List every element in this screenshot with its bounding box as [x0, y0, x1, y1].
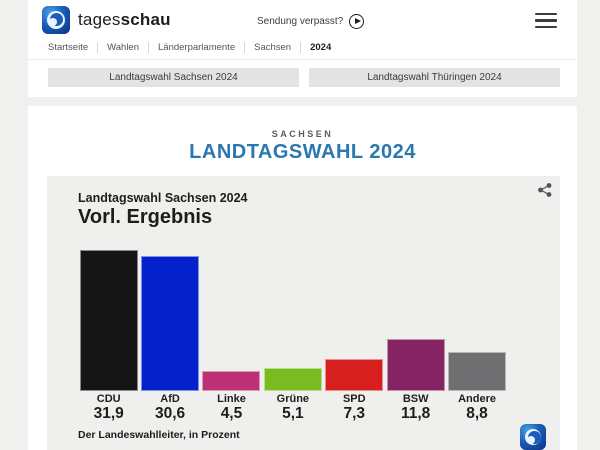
value-label: 11,8	[400, 405, 431, 422]
value-label: 4,5	[220, 405, 243, 422]
main-content: SACHSEN LANDTAGSWAHL 2024 Landtagswahl S…	[28, 106, 577, 450]
bar-chart-category-labels: CDU AfD Linke Grüne SPD BSW Andere	[78, 393, 508, 405]
value-label: 8,8	[466, 405, 488, 422]
bar-column-bsw	[385, 338, 446, 391]
breadcrumb-laenderparlamente[interactable]: Länderparlamente	[149, 42, 246, 53]
category-label: Grüne	[276, 393, 310, 405]
tagesschau-logo-icon[interactable]	[42, 6, 70, 34]
breadcrumb-wahlen[interactable]: Wahlen	[98, 42, 149, 53]
results-chart-card: Landtagswahl Sachsen 2024 Vorl. Ergebnis…	[47, 176, 560, 450]
menu-icon[interactable]	[535, 13, 557, 28]
chart-title: Vorl. Ergebnis	[78, 206, 213, 228]
globe-icon	[47, 11, 65, 29]
nav-button-thueringen[interactable]: Landtagswahl Thüringen 2024	[309, 68, 560, 87]
category-label: AfD	[160, 393, 180, 405]
bar-spd	[325, 358, 384, 391]
category-label: Linke	[217, 393, 246, 405]
brand-regular: tages	[78, 10, 121, 29]
bar-andere	[448, 352, 507, 391]
breadcrumb-sachsen[interactable]: Sachsen	[245, 42, 302, 53]
bar-column-spd	[324, 358, 385, 391]
site-header: tagesschau Sendung verpasst? Startseite …	[28, 0, 577, 97]
category-label: Andere	[458, 393, 496, 405]
brand-wordmark[interactable]: tagesschau	[78, 10, 171, 30]
bar-column-andere	[446, 352, 507, 391]
globe-icon	[525, 429, 541, 445]
bar-cdu	[79, 250, 138, 391]
page-kicker: SACHSEN	[271, 129, 334, 139]
sendung-verpasst-label: Sendung verpasst?	[257, 16, 344, 27]
bar-chart-value-labels: 31,9 30,6 4,5 5,1 7,3 11,8 8,8	[78, 405, 508, 423]
bar-column-afd	[139, 255, 200, 391]
nav-button-sachsen[interactable]: Landtagswahl Sachsen 2024	[48, 68, 299, 87]
header-divider	[28, 59, 577, 60]
sendung-verpasst-link[interactable]: Sendung verpasst?	[257, 14, 365, 29]
chart-source: Der Landeswahlleiter, in Prozent	[78, 429, 240, 441]
value-label: 31,9	[93, 405, 124, 422]
bar-column-linke	[201, 371, 262, 391]
category-label: SPD	[342, 393, 366, 405]
bar-afd	[141, 255, 200, 391]
value-label: 7,3	[343, 405, 366, 422]
bar-column-grüne	[262, 368, 323, 391]
bar-linke	[202, 371, 261, 391]
page-title: LANDTAGSWAHL 2024	[189, 141, 416, 163]
breadcrumb-startseite[interactable]: Startseite	[48, 42, 99, 53]
share-icon[interactable]	[537, 182, 553, 198]
value-label: 5,1	[282, 405, 304, 422]
chart-subtitle: Landtagswahl Sachsen 2024	[78, 191, 248, 205]
category-label: CDU	[96, 393, 121, 405]
value-label: 30,6	[155, 405, 186, 422]
breadcrumb: Startseite Wahlen Länderparlamente Sachs…	[48, 42, 340, 53]
category-label: BSW	[402, 393, 429, 405]
bar-bsw	[386, 338, 445, 391]
bar-column-cdu	[78, 250, 139, 391]
tagesschau-watermark-icon	[520, 424, 546, 450]
bar-grüne	[263, 368, 322, 391]
bar-chart	[78, 250, 508, 391]
play-icon[interactable]	[349, 14, 365, 29]
brand-bold: schau	[120, 10, 171, 29]
breadcrumb-2024[interactable]: 2024	[310, 42, 332, 53]
